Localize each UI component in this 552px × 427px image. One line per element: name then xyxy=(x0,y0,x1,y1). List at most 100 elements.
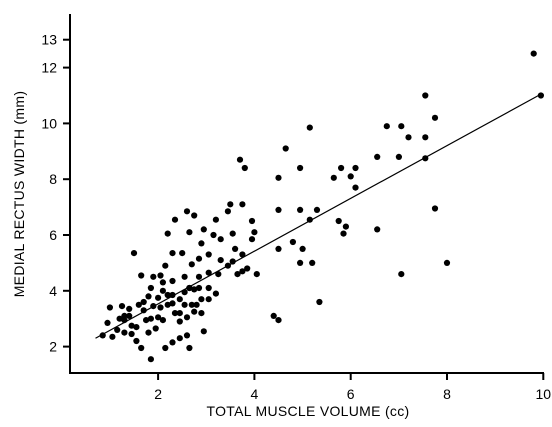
y-tick-label: 10 xyxy=(41,115,57,131)
data-point xyxy=(212,290,219,297)
data-point xyxy=(352,164,359,172)
data-point xyxy=(183,332,191,339)
data-point xyxy=(210,231,217,239)
data-point xyxy=(275,174,282,181)
data-point xyxy=(162,344,169,352)
data-point xyxy=(205,269,212,276)
data-point xyxy=(164,291,171,299)
x-tick-label: 2 xyxy=(154,386,162,402)
x-tick-label: 6 xyxy=(347,386,355,402)
data-point xyxy=(383,123,390,130)
data-point xyxy=(143,317,150,324)
data-point xyxy=(109,333,116,340)
data-point xyxy=(186,229,193,236)
data-point xyxy=(106,304,113,311)
data-point xyxy=(217,236,224,243)
data-point xyxy=(183,314,191,321)
data-point xyxy=(248,217,256,225)
data-point xyxy=(313,206,321,213)
data-point xyxy=(229,230,236,237)
data-point xyxy=(138,272,145,279)
data-point xyxy=(248,236,256,243)
data-point xyxy=(205,284,212,292)
data-point xyxy=(275,206,282,213)
data-point xyxy=(181,273,188,280)
data-point xyxy=(179,250,186,257)
data-point xyxy=(183,208,191,215)
data-point xyxy=(140,307,147,314)
data-point xyxy=(205,296,212,303)
data-point xyxy=(198,296,205,303)
data-point xyxy=(297,164,304,172)
data-point xyxy=(316,298,323,306)
data-point xyxy=(126,305,133,312)
y-tick-label: 12 xyxy=(41,60,57,76)
data-point xyxy=(140,298,147,306)
data-point xyxy=(224,208,231,215)
data-point xyxy=(217,257,224,264)
data-point xyxy=(147,356,154,363)
data-point xyxy=(299,245,306,252)
data-point xyxy=(114,326,121,333)
data-point xyxy=(176,335,183,342)
data-point xyxy=(188,261,195,268)
data-point xyxy=(157,272,164,279)
data-point xyxy=(171,310,179,317)
data-point xyxy=(234,271,241,278)
data-point xyxy=(309,259,316,266)
data-point xyxy=(212,216,219,223)
data-point xyxy=(374,153,381,160)
data-point xyxy=(145,293,152,300)
data-point xyxy=(422,92,429,99)
data-point xyxy=(171,216,179,223)
data-point xyxy=(395,153,402,160)
regression-line xyxy=(95,94,539,339)
data-point xyxy=(126,312,133,319)
data-point xyxy=(275,245,282,252)
data-point xyxy=(169,339,176,346)
data-point xyxy=(537,92,545,99)
data-point xyxy=(330,174,337,181)
data-point xyxy=(145,329,152,336)
data-point xyxy=(159,317,166,324)
data-point xyxy=(155,294,162,301)
data-point xyxy=(530,50,537,57)
y-axis-ticks: 2 4 6 8 10 12 13 xyxy=(41,32,70,355)
data-point xyxy=(215,271,222,278)
data-point xyxy=(191,286,198,293)
data-point xyxy=(193,301,200,308)
data-point xyxy=(138,344,145,352)
data-point xyxy=(128,322,135,329)
data-point xyxy=(352,184,359,191)
data-point xyxy=(169,277,176,285)
data-point xyxy=(342,223,349,230)
y-tick-label: 13 xyxy=(41,32,57,48)
data-point xyxy=(398,123,405,130)
data-point xyxy=(244,265,251,272)
data-point xyxy=(188,301,195,308)
data-points xyxy=(99,50,545,363)
x-tick-label: 10 xyxy=(536,386,552,402)
x-axis-ticks: 2 4 6 8 10 xyxy=(154,373,551,402)
x-tick-label: 4 xyxy=(251,386,259,402)
data-point xyxy=(104,319,111,326)
data-point xyxy=(241,164,248,172)
data-point xyxy=(116,315,123,322)
data-point xyxy=(191,308,198,315)
data-point xyxy=(297,206,304,213)
data-point xyxy=(169,300,176,307)
y-tick-label: 8 xyxy=(49,171,57,187)
data-point xyxy=(191,212,198,219)
data-point xyxy=(164,230,171,237)
y-tick-label: 6 xyxy=(49,227,57,243)
x-tick-label: 8 xyxy=(443,386,451,402)
y-tick-label: 4 xyxy=(49,283,57,299)
data-point xyxy=(431,205,439,212)
data-point xyxy=(198,240,205,247)
data-point xyxy=(232,245,239,252)
data-point xyxy=(405,134,412,141)
data-point xyxy=(227,201,234,208)
data-point xyxy=(289,238,296,246)
data-point xyxy=(306,124,313,131)
